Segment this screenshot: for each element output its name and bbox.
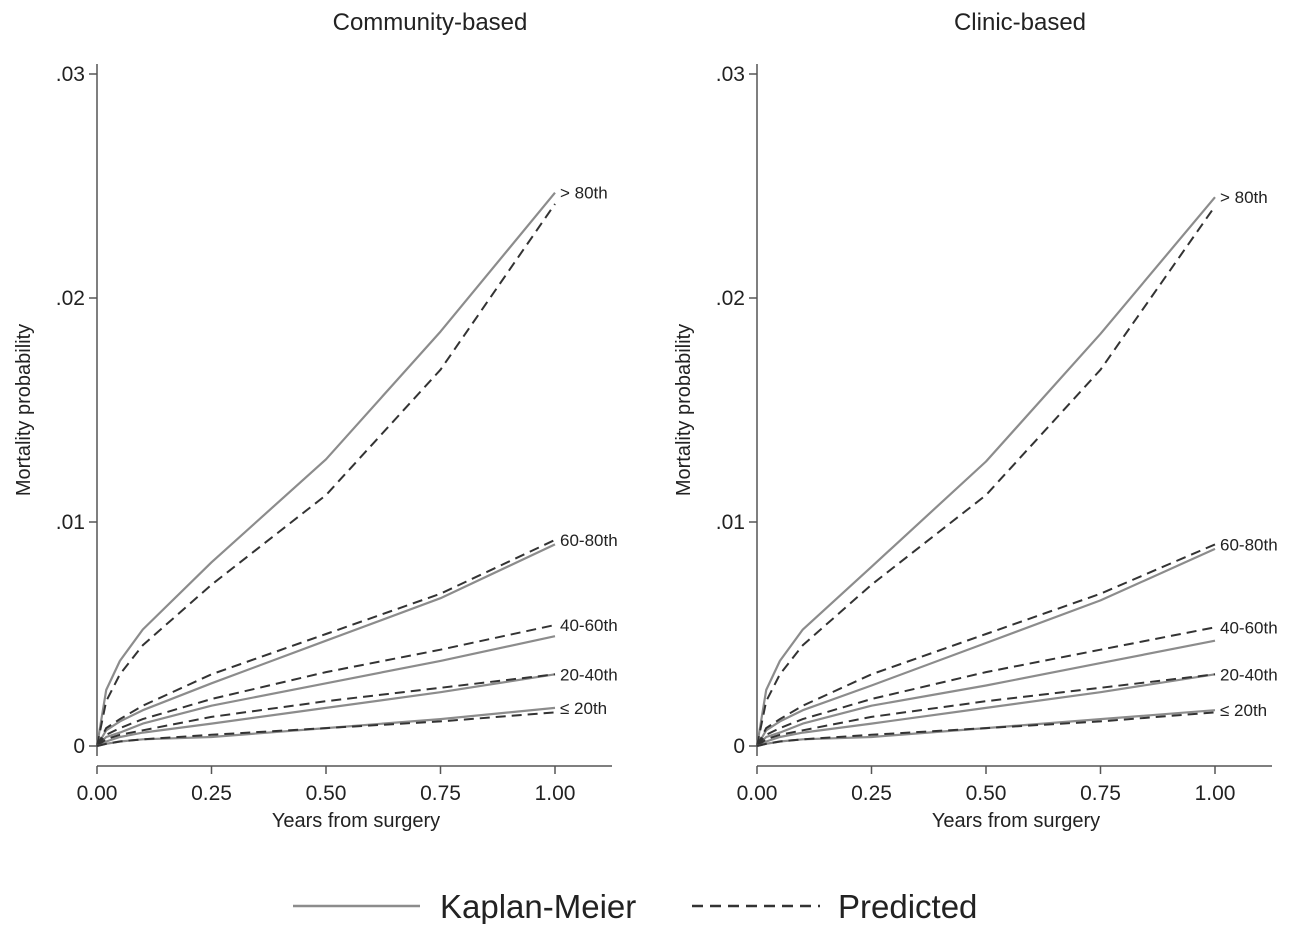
y-tick-label: 0 (73, 735, 85, 758)
series-label-40-60th: 40-60th (560, 616, 618, 635)
predicted-line-le-20th (96, 711, 556, 747)
panel-clinic-based: Clinic-based 0 .01 .02 .03 0.00 0.25 0.50 0.75 1.… (673, 9, 1278, 832)
x-axis-label: Years from surgery (932, 810, 1100, 832)
km-line-60-80th (756, 547, 1216, 747)
series-label-gt-80th: > 80th (560, 184, 608, 203)
x-tick-label: 0.25 (191, 782, 232, 805)
x-tick-label: 0.50 (306, 782, 347, 805)
series-label-gt-80th: > 80th (1220, 188, 1268, 207)
y-tick-label: .02 (716, 287, 745, 310)
x-tick-label: 0.25 (851, 782, 892, 805)
x-tick-label: 0.75 (420, 782, 461, 805)
predicted-line-40-60th (756, 626, 1216, 747)
predicted-line-gt-80th (96, 203, 556, 747)
km-line-gt-80th (95, 192, 556, 747)
x-tick-label: 0.00 (77, 782, 118, 805)
km-line-le-20th (96, 706, 556, 748)
y-tick-label: .01 (56, 511, 85, 534)
legend: Kaplan-Meier Predicted (293, 888, 977, 925)
predicted-line-40-60th (96, 624, 556, 747)
km-line-20-40th (756, 673, 1216, 747)
x-axis-label: Years from surgery (272, 810, 440, 832)
predicted-line-60-80th (96, 538, 556, 747)
panel-community-based: Community-based 0 .01 .02 .03 0.00 0.25 0.50 0.7… (13, 9, 618, 832)
x-tick-label: 1.00 (535, 782, 576, 805)
x-tick-label: 0.50 (966, 782, 1007, 805)
y-axis-label: Mortality probability (13, 324, 35, 496)
series-label-le-20th: ≤ 20th (560, 699, 607, 718)
predicted-line-20-40th (96, 673, 556, 747)
predicted-line-gt-80th (756, 205, 1216, 747)
y-tick-label: 0 (733, 735, 745, 758)
km-line-gt-80th (755, 196, 1216, 747)
y-tick-label: .03 (56, 63, 85, 86)
series-label-20-40th: 20-40th (1220, 665, 1278, 684)
x-tick-label: 1.00 (1195, 782, 1236, 805)
legend-kaplan-meier-label: Kaplan-Meier (440, 888, 636, 924)
x-tick-label: 0.75 (1080, 782, 1121, 805)
predicted-line-le-20th (756, 711, 1216, 747)
series-label-40-60th: 40-60th (1220, 618, 1278, 637)
series-label-20-40th: 20-40th (560, 665, 618, 684)
y-tick-label: .01 (716, 511, 745, 534)
series-label-60-80th: 60-80th (1220, 535, 1278, 554)
predicted-line-20-40th (756, 673, 1216, 747)
km-line-le-20th (756, 709, 1216, 748)
km-line-40-60th (756, 639, 1216, 747)
legend-predicted-label: Predicted (838, 888, 977, 924)
y-tick-label: .03 (716, 63, 745, 86)
predicted-line-60-80th (756, 543, 1216, 747)
x-tick-label: 0.00 (737, 782, 778, 805)
panel-title: Clinic-based (954, 9, 1086, 36)
series-label-60-80th: 60-80th (560, 531, 618, 550)
km-line-40-60th (96, 635, 556, 747)
km-line-60-80th (96, 543, 556, 747)
panel-title: Community-based (333, 9, 528, 36)
km-line-20-40th (96, 673, 556, 747)
y-tick-label: .02 (56, 287, 85, 310)
y-axis-label: Mortality probability (673, 324, 695, 496)
series-label-le-20th: ≤ 20th (1220, 701, 1267, 720)
